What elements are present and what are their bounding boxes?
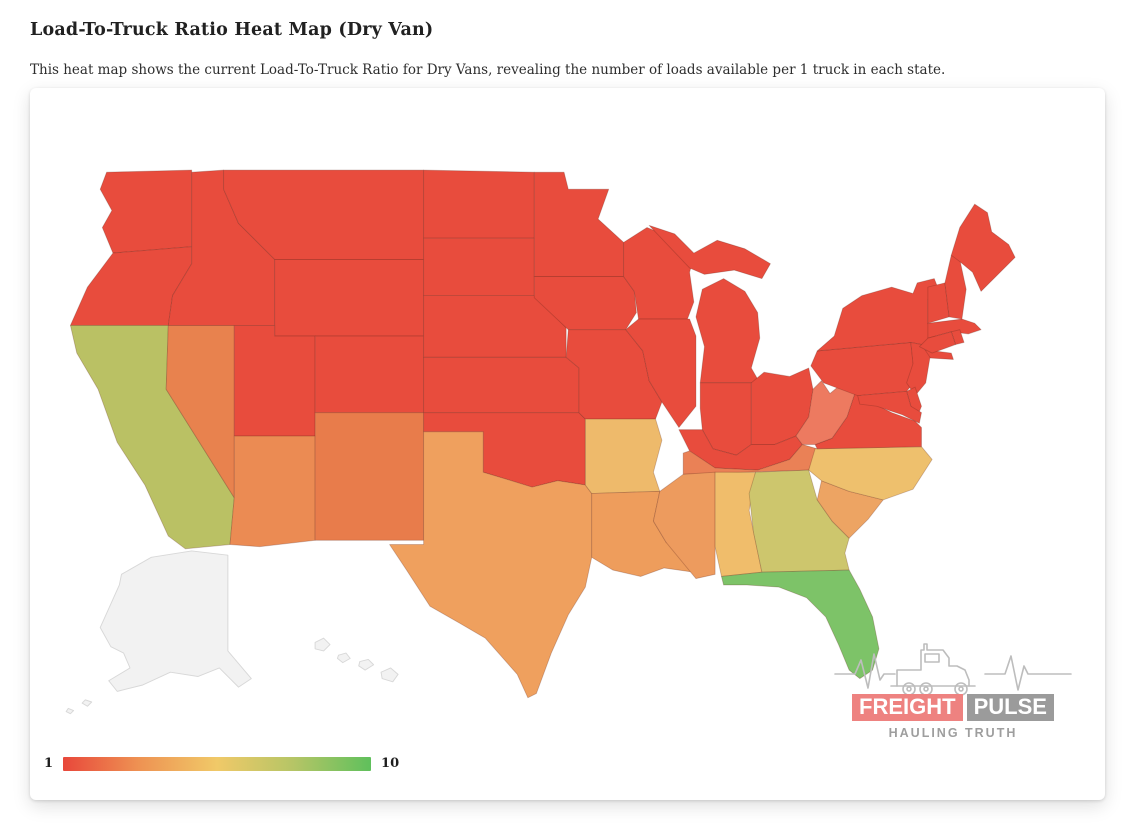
truck-wheel-hub-icon xyxy=(923,686,929,692)
state-MI[interactable] xyxy=(648,224,771,384)
state-GA[interactable] xyxy=(748,469,850,573)
truck-heartbeat-art xyxy=(834,643,1072,696)
truck-wheel-hub-icon xyxy=(958,686,964,692)
state-UT[interactable] xyxy=(233,324,316,437)
state-NM[interactable] xyxy=(314,412,425,541)
state-CO[interactable] xyxy=(314,335,425,414)
heartbeat-left-icon xyxy=(834,653,896,689)
state-RI[interactable] xyxy=(950,329,965,345)
state-AZ[interactable] xyxy=(229,435,316,548)
state-WA[interactable] xyxy=(99,169,193,254)
truck-body-icon xyxy=(896,643,970,687)
state-KS[interactable] xyxy=(423,356,580,414)
state-ND[interactable] xyxy=(423,169,535,239)
logo-art-group xyxy=(834,643,1072,696)
brand-tagline: HAULING TRUTH xyxy=(888,726,1018,740)
state-AK[interactable] xyxy=(65,550,252,715)
brand-pulse: PULSE xyxy=(966,694,1054,721)
state-AR[interactable] xyxy=(584,418,663,494)
state-SC[interactable] xyxy=(816,480,884,539)
page-title: Load-To-Truck Ratio Heat Map (Dry Van) xyxy=(30,19,434,40)
state-CA[interactable] xyxy=(70,324,235,550)
legend-min-label: 1 xyxy=(44,756,54,771)
state-NC[interactable] xyxy=(808,446,933,501)
state-WV[interactable] xyxy=(795,380,856,445)
state-ME[interactable] xyxy=(950,203,1016,292)
heatmap-card: FREIGHT PULSE HAULING TRUTH 1 10 xyxy=(30,88,1105,800)
state-WY[interactable] xyxy=(274,259,425,337)
state-TX[interactable] xyxy=(389,431,593,699)
legend-gradient-bar xyxy=(63,756,372,771)
state-IL[interactable] xyxy=(625,318,697,428)
state-MD[interactable] xyxy=(857,390,922,424)
page-subtitle: This heat map shows the current Load-To-… xyxy=(30,61,946,78)
heartbeat-right-icon xyxy=(984,655,1072,691)
state-MN[interactable] xyxy=(533,171,625,277)
freightpulse-logo: FREIGHT PULSE HAULING TRUTH xyxy=(828,638,1078,740)
us-map xyxy=(65,169,1016,715)
brand-freight: FREIGHT xyxy=(852,694,963,721)
state-CT[interactable] xyxy=(918,331,956,354)
color-scale-legend: 1 10 xyxy=(44,756,399,771)
state-HI[interactable] xyxy=(314,637,399,683)
state-NE[interactable] xyxy=(423,295,567,358)
state-SD[interactable] xyxy=(423,237,535,297)
legend-max-label: 10 xyxy=(381,756,400,771)
truck-wheel-hub-icon xyxy=(906,686,912,692)
brand-wordmark: FREIGHT PULSE xyxy=(828,694,1078,721)
truck-window-icon xyxy=(924,653,940,663)
